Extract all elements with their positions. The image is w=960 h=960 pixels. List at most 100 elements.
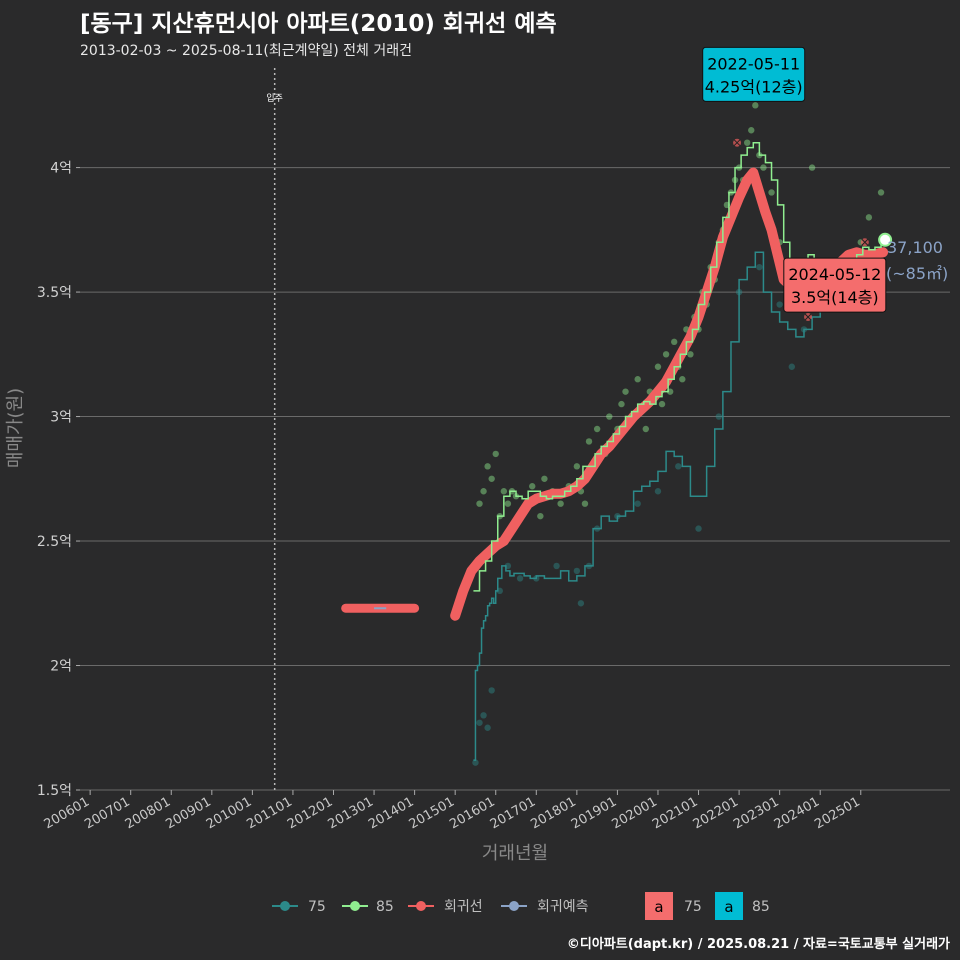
- scatter-point: [504, 500, 512, 507]
- highlight-cross: [733, 139, 741, 147]
- legend-label-regression: 회귀선: [444, 899, 483, 915]
- scatter-point: [654, 488, 662, 495]
- highlight-point: [860, 238, 869, 247]
- scatter-point: [865, 214, 873, 221]
- scatter-point: [622, 388, 629, 395]
- scatter-point: [557, 500, 564, 507]
- legend-item-prediction: 회귀예측: [501, 899, 589, 915]
- series-lines: [341, 141, 889, 761]
- legend-label-key-75: a 75: [645, 892, 702, 920]
- scatter-point: [752, 102, 759, 109]
- last-point: [878, 232, 893, 247]
- highlight-cross: [804, 313, 812, 321]
- scatter-point: [715, 413, 723, 420]
- x-tick-label: 200901: [163, 794, 213, 832]
- move-in-marker: 입주: [266, 68, 283, 790]
- scatter-point: [744, 139, 751, 146]
- series-line-75: [473, 251, 838, 761]
- x-axis: 2006012007012008012009012010012011012012…: [42, 790, 863, 832]
- x-tick-label: 200601: [42, 794, 92, 832]
- x-tick-label: 200701: [82, 794, 132, 832]
- legend-key-label-85: 85: [752, 899, 770, 915]
- annotation-cyan: 2022-05-11 4.25억(12층): [702, 46, 806, 102]
- scatter-point: [675, 463, 682, 470]
- y-tick-label: 4억: [50, 161, 72, 177]
- scatter-point: [476, 500, 483, 507]
- scatter-point: [529, 483, 536, 490]
- x-tick-label: 202101: [650, 794, 700, 832]
- scatter-point: [654, 363, 662, 370]
- chart-title: [동구] 지산휴먼시아 아파트(2010) 회귀선 예측: [80, 11, 557, 37]
- scatter-point: [808, 164, 816, 171]
- annotation-labels: 2022-05-11 4.25억(12층) 2024-05-12 3.5억(14층): [702, 46, 887, 313]
- scatter-point: [541, 475, 548, 482]
- annotation-price: 4.25억(12층): [705, 77, 803, 96]
- scatter-point: [573, 567, 581, 575]
- x-tick-label: 201401: [366, 794, 416, 832]
- scatter-point: [695, 525, 702, 532]
- grid-lines: [80, 167, 950, 791]
- end-area-label: (~85㎡): [886, 264, 948, 283]
- legend-item-85: 85: [342, 899, 394, 915]
- scatter-point: [585, 438, 593, 445]
- annotation-date: 2024-05-12: [788, 265, 881, 284]
- scatter-point: [877, 189, 885, 196]
- scatter-point: [480, 712, 487, 719]
- annotation-price: 3.5억(14층): [791, 288, 879, 307]
- annotation-box: [702, 46, 806, 102]
- scatter-point: [788, 363, 796, 370]
- scatter-point: [516, 575, 524, 582]
- highlight-point: [804, 312, 813, 321]
- scatter-point: [581, 500, 589, 507]
- scatter-point: [760, 164, 767, 171]
- legend-key-glyph-85: a: [724, 898, 733, 916]
- legend-label-prediction: 회귀예측: [537, 899, 589, 915]
- highlight-point: [733, 138, 742, 147]
- scatter-point: [687, 351, 694, 358]
- highlight-cross: [861, 238, 869, 246]
- scatter-point: [577, 600, 585, 607]
- x-tick-label: 201201: [285, 794, 335, 832]
- legend-key-label-75: 75: [684, 899, 702, 915]
- scatter-point: [476, 719, 483, 726]
- x-tick-label: 202001: [609, 794, 659, 832]
- scatter-point: [748, 127, 755, 134]
- scatter-point: [670, 338, 678, 346]
- scatter-point: [573, 463, 581, 470]
- scatter-point: [488, 687, 495, 694]
- x-tick-label: 201701: [488, 794, 538, 832]
- y-tick-label: 3.5억: [37, 285, 72, 301]
- legend-label-85: 85: [376, 899, 394, 915]
- scatter-point: [492, 450, 499, 458]
- legend-item-75: 75: [272, 899, 326, 915]
- x-tick-label: 202401: [772, 794, 822, 832]
- legend-label-75: 75: [308, 899, 326, 915]
- scatter-point: [658, 400, 666, 408]
- x-tick-label: 201601: [447, 794, 497, 832]
- x-tick-label: 201001: [204, 794, 254, 832]
- annotation-box: [783, 257, 887, 313]
- y-axis: 1.5억 2억 2.5억 3억 3.5억 4억: [37, 161, 80, 799]
- y-tick-label: 3억: [50, 410, 72, 426]
- scatter-point: [776, 301, 783, 308]
- scatter-point: [488, 475, 495, 482]
- series-line-85: [473, 141, 882, 592]
- scatter-point: [484, 724, 491, 731]
- x-tick-label: 202501: [812, 794, 862, 832]
- scatter-point: [500, 488, 508, 495]
- scatter-point: [679, 376, 686, 383]
- x-tick-label: 201901: [569, 794, 619, 832]
- x-tick-label: 201301: [326, 794, 376, 832]
- x-axis-title: 거래년월: [482, 843, 548, 864]
- scatter-point: [662, 351, 670, 358]
- scatter-point: [484, 463, 491, 470]
- x-tick-label: 200801: [123, 794, 173, 832]
- end-price-label: 37,100: [887, 238, 943, 257]
- scatter-point: [634, 376, 641, 383]
- annotation-red: 2024-05-12 3.5억(14층): [783, 257, 887, 313]
- scatter-point: [593, 425, 601, 433]
- footer-credit: ©디아파트(dapt.kr) / 2025.08.21 / 자료=국토교통부 실…: [566, 937, 950, 952]
- y-tick-label: 2억: [50, 659, 72, 675]
